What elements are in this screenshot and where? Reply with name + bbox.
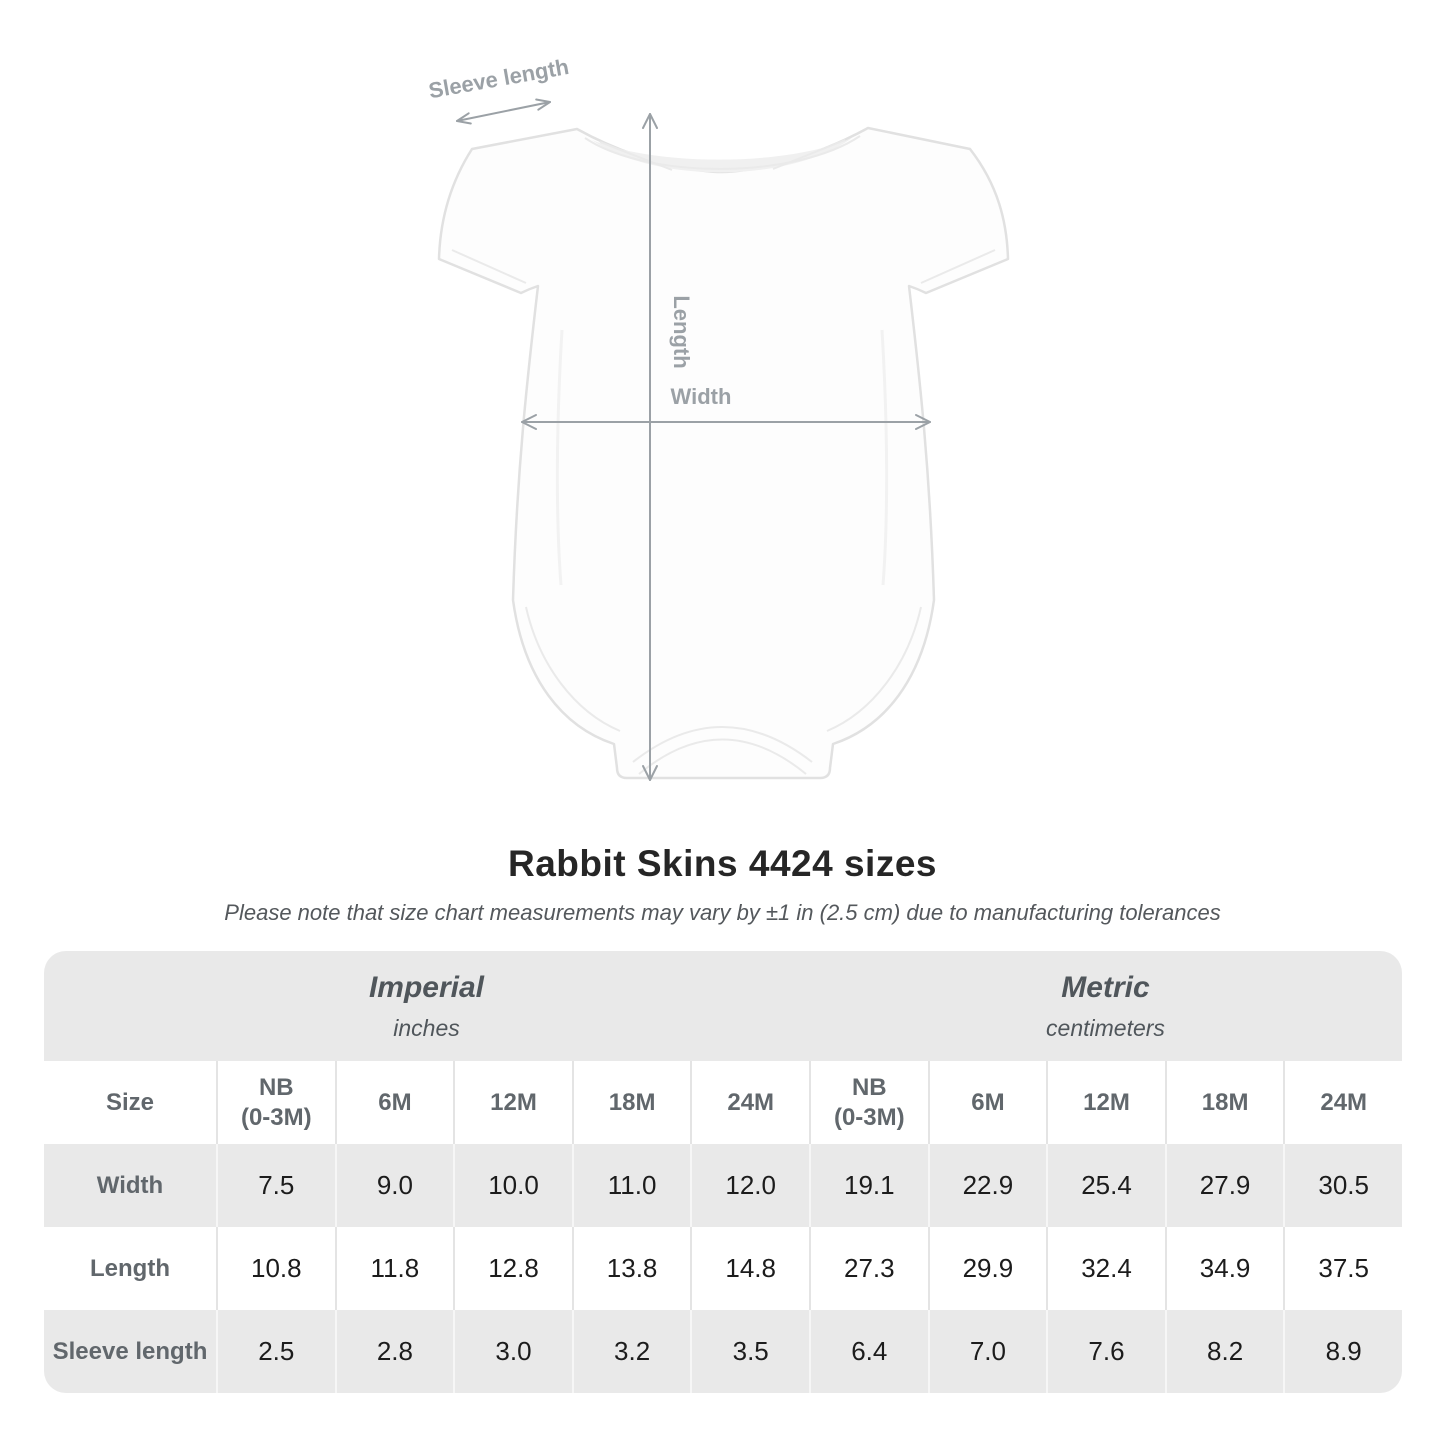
column-header-metric-12m: 12M: [1046, 1061, 1165, 1144]
table-cell: 7.0: [927, 1310, 1047, 1393]
size-chart-table: Imperial inches Metric centimeters Size …: [44, 951, 1402, 1393]
table-cell: 34.9: [1164, 1227, 1284, 1310]
sleeve-length-arrow: [456, 98, 551, 125]
table-cell: 11.0: [571, 1144, 691, 1227]
imperial-unit: inches: [393, 1014, 460, 1041]
table-cell: 14.8: [690, 1227, 809, 1310]
table-cell: 32.4: [1046, 1227, 1165, 1310]
table-cell: 25.4: [1046, 1144, 1165, 1227]
width-arrow: [521, 414, 931, 430]
column-header-metric-24m: 24M: [1283, 1061, 1402, 1144]
column-header-imperial-18m: 18M: [571, 1061, 691, 1144]
imperial-label: Imperial: [368, 970, 485, 1004]
table-cell: 7.5: [216, 1144, 335, 1227]
column-header-metric-nb: NB (0-3M): [808, 1061, 928, 1144]
metric-label: Metric: [1061, 970, 1150, 1004]
column-header-imperial-6m: 6M: [334, 1061, 454, 1144]
unit-group-metric: Metric centimeters: [808, 951, 1402, 1061]
column-header-imperial-nb: NB (0-3M): [216, 1061, 335, 1144]
onesie-seams: [451, 135, 996, 775]
sleeve-length-label: Sleeve length: [427, 54, 571, 103]
table-cell: 3.2: [571, 1310, 691, 1393]
metric-unit: centimeters: [1046, 1014, 1165, 1041]
table-cell: 22.9: [927, 1144, 1047, 1227]
column-header-imperial-12m: 12M: [453, 1061, 572, 1144]
table-cell: 6.4: [808, 1310, 928, 1393]
table-cell: 2.8: [334, 1310, 454, 1393]
length-arrow: [642, 113, 658, 781]
table-cell: 3.0: [453, 1310, 572, 1393]
onesie-outline: [437, 126, 1010, 780]
table-cell: 29.9: [927, 1227, 1047, 1310]
column-header-metric-18m: 18M: [1164, 1061, 1284, 1144]
column-header-imperial-24m: 24M: [690, 1061, 809, 1144]
table-cell: 27.3: [808, 1227, 928, 1310]
table-cell: 12.8: [453, 1227, 572, 1310]
table-cell: 27.9: [1164, 1144, 1284, 1227]
table-cell: 37.5: [1283, 1227, 1402, 1310]
table-cell: 3.5: [690, 1310, 809, 1393]
table-cell: 2.5: [216, 1310, 335, 1393]
width-label: Width: [671, 384, 732, 409]
table-cell: 10.0: [453, 1144, 572, 1227]
table-cell: 19.1: [808, 1144, 928, 1227]
onesie-creases: [555, 329, 889, 586]
table-cell: 12.0: [690, 1144, 809, 1227]
unit-group-imperial: Imperial inches: [44, 951, 809, 1061]
table-cell: 13.8: [571, 1227, 691, 1310]
table-cell: 7.6: [1046, 1310, 1165, 1393]
table-cell: 10.8: [216, 1227, 335, 1310]
row-label-sleeve-length: Sleeve length: [44, 1310, 216, 1393]
column-header-metric-6m: 6M: [927, 1061, 1047, 1144]
tolerance-note: Please note that size chart measurements…: [224, 900, 1221, 925]
table-cell: 30.5: [1283, 1144, 1402, 1227]
table-cell: 8.2: [1164, 1310, 1284, 1393]
row-label-width: Width: [44, 1144, 216, 1227]
table-cell: 11.8: [334, 1227, 454, 1310]
size-column-header: Size: [44, 1061, 216, 1144]
length-label: Length: [669, 295, 694, 368]
table-cell: 9.0: [334, 1144, 454, 1227]
row-label-length: Length: [44, 1227, 216, 1310]
measurement-lines: [456, 98, 931, 781]
onesie-measurement-diagram: Sleeve length Length Width: [427, 54, 1010, 781]
page-title: Rabbit Skins 4424 sizes: [508, 843, 937, 884]
table-cell: 8.9: [1283, 1310, 1402, 1393]
